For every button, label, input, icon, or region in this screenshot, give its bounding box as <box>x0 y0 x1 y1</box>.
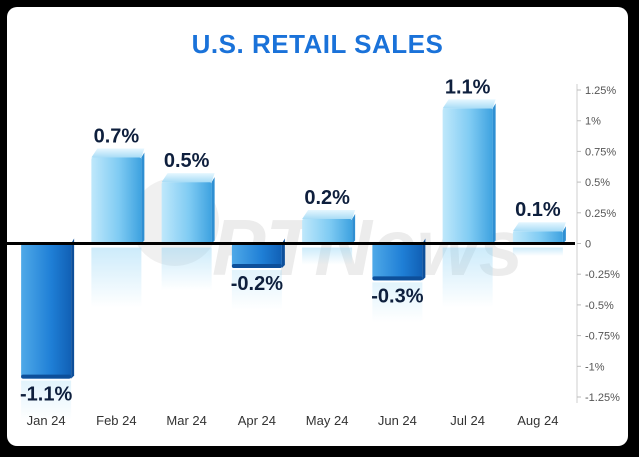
data-label: -0.2% <box>231 273 283 295</box>
bar-bottom-cap <box>231 264 282 269</box>
y-tick-label: 0.25% <box>585 208 616 220</box>
y-tick-label: 1% <box>585 116 601 128</box>
bar-top-cap <box>91 148 145 158</box>
bar-reflection <box>231 270 282 311</box>
x-tick-label: Feb 24 <box>96 413 136 428</box>
x-tick-label: Aug 24 <box>517 413 558 428</box>
bar-top-cap <box>161 173 215 183</box>
x-tick-label: Jan 24 <box>27 413 66 428</box>
bar-top-cap <box>442 99 496 109</box>
bar-top-cap <box>302 209 356 219</box>
y-tick-label: 0.5% <box>585 177 610 189</box>
bar-aug-24 <box>512 231 563 244</box>
x-tick-label: Apr 24 <box>238 413 276 428</box>
y-tick-label: 0.75% <box>585 146 616 158</box>
bar-side <box>352 213 356 244</box>
bar-reflection <box>512 247 563 257</box>
bar-jan-24 <box>21 243 72 379</box>
bar-reflection <box>21 380 72 421</box>
data-label: 0.7% <box>94 126 140 148</box>
bar-reflection <box>372 282 423 323</box>
y-tick-label: 0 <box>585 239 591 251</box>
x-tick-label: Mar 24 <box>166 413 206 428</box>
data-label: 0.5% <box>164 150 210 172</box>
bar-feb-24 <box>91 157 142 244</box>
data-label: 1.1% <box>445 76 491 98</box>
bar-reflection <box>442 247 493 308</box>
y-tick-label: -0.75% <box>585 331 620 343</box>
bar-side <box>562 226 566 244</box>
bar-may-24 <box>302 218 353 244</box>
chart-frame: U.S. RETAIL SALES PTNew <box>7 7 628 446</box>
bar-apr-24 <box>231 243 282 269</box>
bar-bottom-cap <box>372 276 423 281</box>
y-tick-label: -0.5% <box>585 300 614 312</box>
bar-reflection <box>91 247 142 308</box>
y-tick-label: -1% <box>585 361 605 373</box>
bar-side <box>281 238 285 269</box>
bar-top-cap <box>512 222 566 232</box>
bar-side <box>141 152 145 244</box>
x-tick-label: May 24 <box>306 413 349 428</box>
bar-side <box>211 177 215 244</box>
chart-title: U.S. RETAIL SALES <box>191 29 444 59</box>
data-label: -0.3% <box>371 285 423 307</box>
y-tick-label: 1.25% <box>585 85 616 97</box>
data-label: 0.1% <box>515 199 561 221</box>
x-tick-label: Jul 24 <box>450 413 485 428</box>
retail-sales-chart: PTNews 1.25%1%0.75%0.5%0.25%0-0.25%-0.5%… <box>7 76 620 428</box>
data-label: -1.1% <box>20 384 72 406</box>
bar-reflection <box>302 247 353 265</box>
bar-side <box>71 238 75 379</box>
bar-jun-24 <box>372 243 423 281</box>
y-tick-label: -1.25% <box>585 392 620 404</box>
x-tick-label: Jun 24 <box>378 413 417 428</box>
y-tick-label: -0.25% <box>585 269 620 281</box>
bar-jul-24 <box>442 108 493 244</box>
bar-reflection <box>161 247 212 291</box>
bar-side <box>422 238 426 281</box>
bar-side <box>492 103 496 244</box>
data-label: 0.2% <box>304 187 350 209</box>
bar-mar-24 <box>161 182 212 244</box>
bar-bottom-cap <box>21 374 72 379</box>
